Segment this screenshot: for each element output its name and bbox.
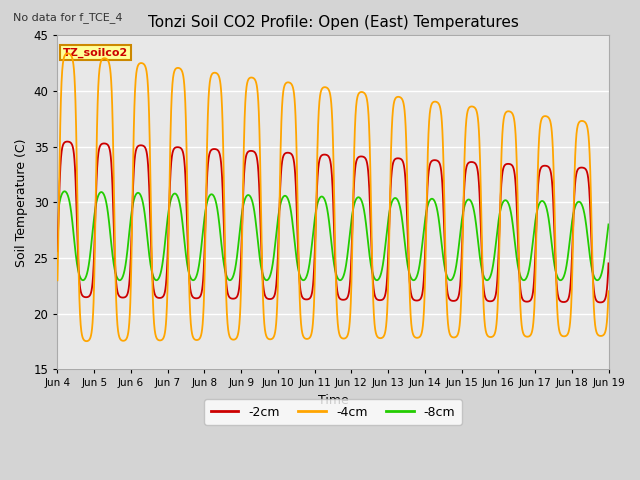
Text: No data for f_TCE_4: No data for f_TCE_4 (13, 12, 122, 23)
Y-axis label: Soil Temperature (C): Soil Temperature (C) (15, 138, 28, 266)
Title: Tonzi Soil CO2 Profile: Open (East) Temperatures: Tonzi Soil CO2 Profile: Open (East) Temp… (148, 15, 518, 30)
Legend: -2cm, -4cm, -8cm: -2cm, -4cm, -8cm (204, 399, 461, 425)
Text: TZ_soilco2: TZ_soilco2 (63, 48, 128, 58)
X-axis label: Time: Time (317, 394, 348, 407)
